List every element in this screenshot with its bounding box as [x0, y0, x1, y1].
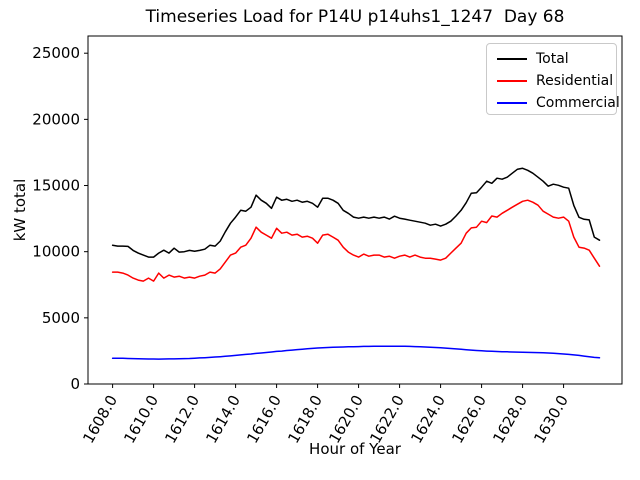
plot-spines [87, 35, 623, 385]
series-lines [111, 167, 601, 360]
legend-label-commercial: Commercial [536, 95, 620, 111]
y-tick-label: 10000 [32, 243, 80, 261]
x-tick-label: 1622.0 [366, 392, 408, 446]
legend: Total Residential Commercial [486, 43, 620, 115]
x-tick-label: 1626.0 [448, 392, 490, 446]
commercial-series-line [111, 345, 601, 360]
legend-label-total: Total [536, 51, 569, 67]
legend-label-residential: Residential [536, 73, 614, 89]
y-tick-label: 20000 [32, 110, 80, 128]
residential-series-line [111, 199, 601, 282]
x-tick-label: 1624.0 [407, 392, 449, 446]
x-tick-label: 1628.0 [489, 392, 531, 446]
y-tick-label: 5000 [42, 309, 80, 327]
y-tick-label: 15000 [32, 177, 80, 195]
legend-item-total: Total [487, 48, 616, 70]
y-tick-label: 25000 [32, 44, 80, 62]
y-tick-label: 0 [70, 375, 80, 393]
x-tick-label: 1612.0 [161, 392, 203, 446]
x-tick-label: 1620.0 [325, 392, 367, 446]
residential-line-swatch [497, 80, 527, 82]
commercial-line-swatch [497, 102, 527, 104]
y-axis-label: kW total [11, 178, 29, 242]
chart-title: Timeseries Load for P14U p14uhs1_1247 Da… [145, 7, 565, 27]
x-tick-label: 1618.0 [284, 392, 326, 446]
x-tick-label: 1614.0 [202, 392, 244, 446]
x-tick-label: 1616.0 [243, 392, 285, 446]
x-axis-label: Hour of Year [309, 440, 401, 458]
legend-item-commercial: Commercial [487, 92, 620, 114]
total-line-swatch [497, 58, 527, 60]
x-tick-label: 1610.0 [120, 392, 162, 446]
legend-item-residential: Residential [487, 70, 616, 92]
x-tick-label: 1630.0 [530, 392, 572, 446]
total-series-line [111, 167, 601, 258]
x-tick-label: 1608.0 [79, 392, 121, 446]
